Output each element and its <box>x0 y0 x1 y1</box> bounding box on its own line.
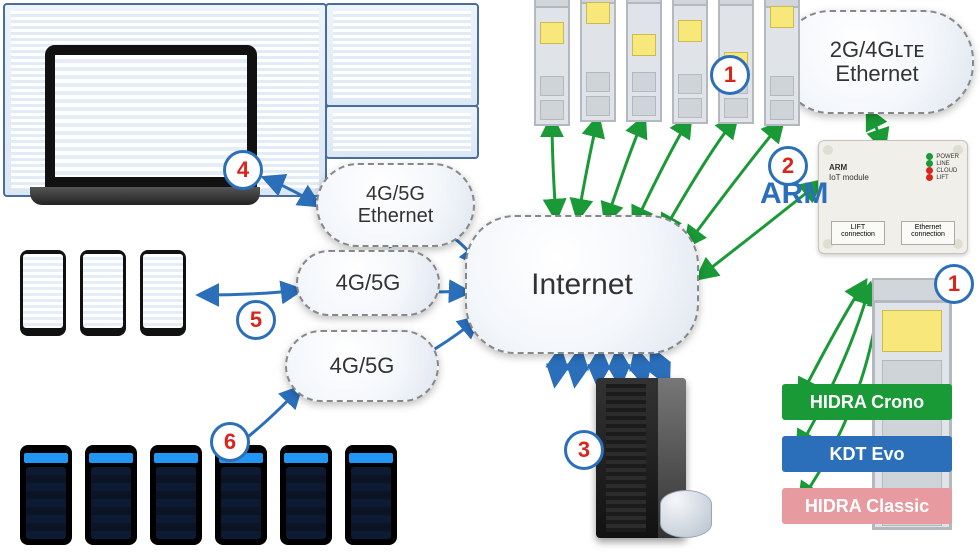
step-badge: 1 <box>934 264 974 304</box>
product-label: HIDRA Classic <box>782 488 952 524</box>
dashboard-panel <box>325 3 479 107</box>
smartphone-dark <box>280 445 332 545</box>
cloud-2g4g-ethernet: 2G/4Gʟᴛᴇ Ethernet <box>780 10 974 114</box>
step-badge: 4 <box>223 150 263 190</box>
step-badge: 6 <box>210 422 250 462</box>
smartphone <box>80 250 126 336</box>
diagram-stage: Internet 4G/5G Ethernet 4G/5G 4G/5G 2G/4… <box>0 0 980 560</box>
cloud-4g5g-a: 4G/5G <box>296 250 440 316</box>
elevator-building <box>626 2 662 122</box>
cloud-4g5g-ethernet: 4G/5G Ethernet <box>316 163 475 247</box>
arm-iot-module: ARMIoT module POWER LINE CLOUD LIFT LIFT… <box>818 140 968 254</box>
step-badge: 2 <box>768 146 808 186</box>
step-badge: 1 <box>710 55 750 95</box>
elevator-building <box>580 2 616 122</box>
dashboard-panel <box>325 105 479 159</box>
product-label: HIDRA Crono <box>782 384 952 420</box>
elevator-building <box>534 6 570 126</box>
cloud-4g5g-b: 4G/5G <box>285 330 439 402</box>
smartphone <box>140 250 186 336</box>
elevator-building <box>672 4 708 124</box>
smartphone-dark <box>150 445 202 545</box>
step-badge: 3 <box>564 430 604 470</box>
smartphone <box>20 250 66 336</box>
smartphone-dark <box>345 445 397 545</box>
elevator-building <box>764 6 800 126</box>
smartphone-dark <box>85 445 137 545</box>
cloud-internet: Internet <box>465 215 699 354</box>
smartphone-dark <box>20 445 72 545</box>
step-badge: 5 <box>236 300 276 340</box>
database-icon <box>660 490 712 538</box>
product-label: KDT Evo <box>782 436 952 472</box>
